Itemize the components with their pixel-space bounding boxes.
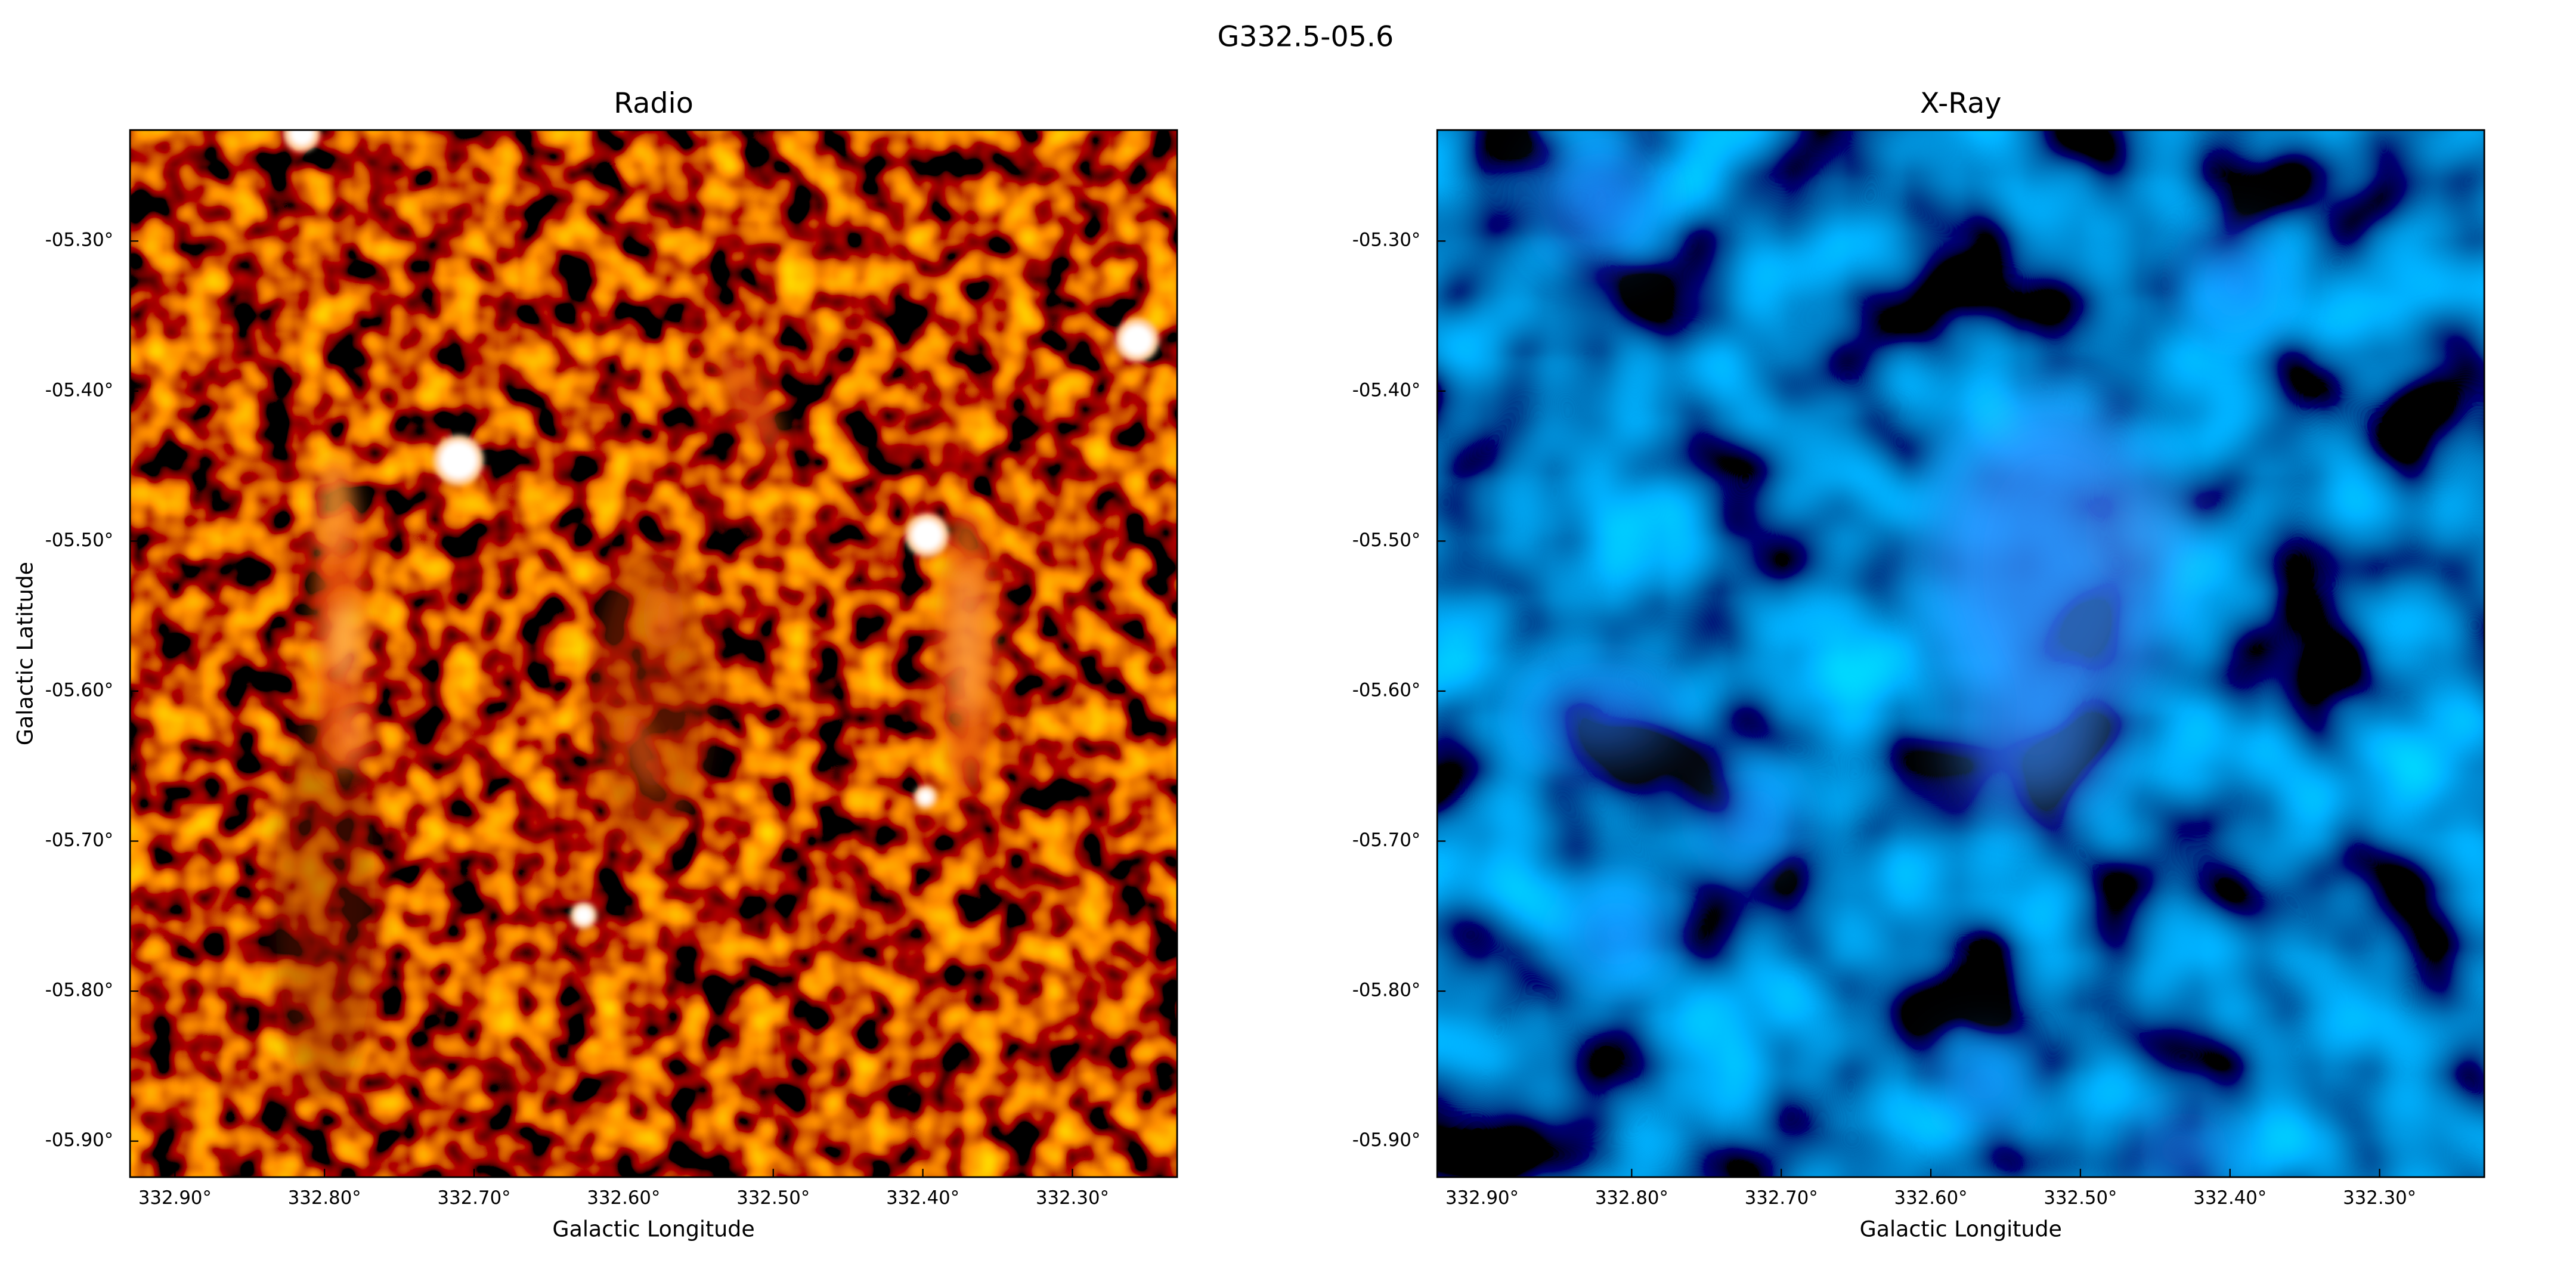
x-tick-label: 332.30°	[2343, 1187, 2416, 1209]
y-tick-label: -05.60°	[45, 679, 114, 701]
x-tick-label: 332.60°	[1894, 1187, 1968, 1209]
x-tick-label: 332.40°	[2193, 1187, 2267, 1209]
x-tick-label: 332.60°	[587, 1187, 660, 1209]
xray-features	[1525, 150, 2271, 1176]
axes-title: X-Ray	[1920, 87, 2002, 120]
x-tick-label: 332.80°	[288, 1187, 361, 1209]
y-tick-label: -05.40°	[1352, 379, 1421, 401]
xray-image	[1437, 130, 2485, 1178]
y-tick-label: -05.50°	[45, 530, 114, 551]
x-tick-label: 332.40°	[886, 1187, 959, 1209]
axes-title: Radio	[614, 87, 693, 120]
figure-title: G332.5-05.6	[1217, 20, 1394, 53]
x-axis-label: Galactic Longitude	[552, 1216, 754, 1242]
y-tick-label: -05.80°	[1352, 980, 1421, 1001]
y-tick-label: -05.30°	[45, 230, 114, 251]
y-axis-label: Galactic Latitude	[13, 562, 38, 745]
y-tick-label: -05.70°	[45, 829, 114, 851]
axes-frame	[1436, 129, 2485, 1178]
radio-image	[130, 130, 1178, 1178]
x-tick-label: 332.80°	[1595, 1187, 1668, 1209]
y-tick-label: -05.70°	[1352, 829, 1421, 851]
y-tick-label: -05.30°	[1352, 230, 1421, 251]
x-axis-label: Galactic Longitude	[1860, 1216, 2062, 1242]
x-tick-label: 332.90°	[1445, 1187, 1519, 1209]
x-tick-label: 332.70°	[1745, 1187, 1818, 1209]
x-tick-label: 332.30°	[1036, 1187, 1109, 1209]
x-tick-label: 332.70°	[438, 1187, 511, 1209]
y-tick-label: -05.90°	[1352, 1129, 1421, 1151]
y-tick-label: -05.80°	[45, 980, 114, 1001]
x-tick-label: 332.50°	[736, 1187, 810, 1209]
y-tick-label: -05.60°	[1352, 679, 1421, 701]
radio-features	[275, 130, 1159, 1101]
axes-frame	[129, 129, 1178, 1178]
y-tick-label: -05.50°	[1352, 530, 1421, 551]
y-tick-label: -05.40°	[45, 379, 114, 401]
y-tick-label: -05.90°	[45, 1129, 114, 1151]
x-tick-label: 332.90°	[138, 1187, 212, 1209]
x-tick-label: 332.50°	[2044, 1187, 2117, 1209]
